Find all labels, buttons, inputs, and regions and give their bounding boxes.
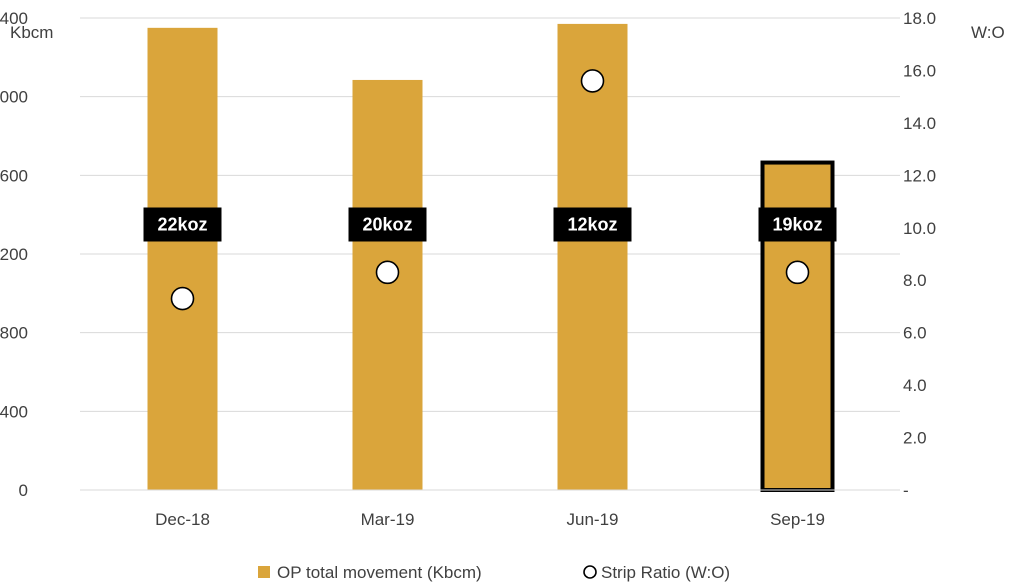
bar-series <box>147 23 835 493</box>
right-tick-label: 4.0 <box>903 376 927 395</box>
right-tick-label: 10.0 <box>903 219 936 238</box>
bar <box>557 23 628 491</box>
bar <box>352 79 423 490</box>
left-tick-label: 1,200 <box>0 245 28 264</box>
bar-label-text: 22koz <box>157 215 207 235</box>
right-tick-label: 16.0 <box>903 61 936 80</box>
left-tick-label: 2,000 <box>0 88 28 107</box>
bar-label-text: 19koz <box>772 215 822 235</box>
right-tick-label: 18.0 <box>903 9 936 28</box>
legend: OP total movement (Kbcm) Strip Ratio (W:… <box>258 563 730 582</box>
right-tick-label: 2.0 <box>903 429 927 448</box>
legend-swatch-bar <box>258 566 270 578</box>
right-tick-label: 12.0 <box>903 166 936 185</box>
bar-label-box <box>553 207 632 242</box>
right-tick-label: - <box>903 481 909 500</box>
bar-label-box <box>348 207 427 242</box>
right-tick-label: 14.0 <box>903 114 936 133</box>
strip-ratio-point <box>785 260 810 285</box>
x-tick-label: Mar-19 <box>361 510 415 529</box>
bar <box>147 27 218 490</box>
x-tick-label: Jun-19 <box>567 510 619 529</box>
left-tick-label: 0 <box>19 481 28 500</box>
legend-label-point: Strip Ratio (W:O) <box>601 563 730 582</box>
axes: 0 400 800 1,200 1,600 2,000 2,400 - 2.0 4.0 6.0 8.0… <box>0 9 936 529</box>
left-tick-label: 2,400 <box>0 9 28 28</box>
left-tick-label: 1,600 <box>0 166 28 185</box>
bar-labels: 22koz 20koz 12koz 19koz <box>143 207 837 242</box>
strip-ratio-point <box>170 286 195 311</box>
strip-ratio-point <box>375 260 400 285</box>
left-tick-label: 400 <box>0 402 28 421</box>
legend-swatch-point <box>583 565 597 579</box>
bar-label-box <box>143 207 222 242</box>
left-axis-label: Kbcm <box>10 23 53 42</box>
bar-label-box <box>758 207 837 242</box>
bar-label-text: 20koz <box>362 215 412 235</box>
strip-ratio-series <box>170 69 810 311</box>
right-tick-label: 6.0 <box>903 324 927 343</box>
x-tick-label: Sep-19 <box>770 510 825 529</box>
strip-ratio-point <box>580 69 605 93</box>
x-tick-label: Dec-18 <box>155 510 210 529</box>
legend-label-bar: OP total movement (Kbcm) <box>277 563 482 582</box>
right-tick-label: 8.0 <box>903 271 927 290</box>
bar-label-text: 12koz <box>567 215 617 235</box>
right-axis-label: W:O <box>971 23 1005 42</box>
left-tick-label: 800 <box>0 324 28 343</box>
